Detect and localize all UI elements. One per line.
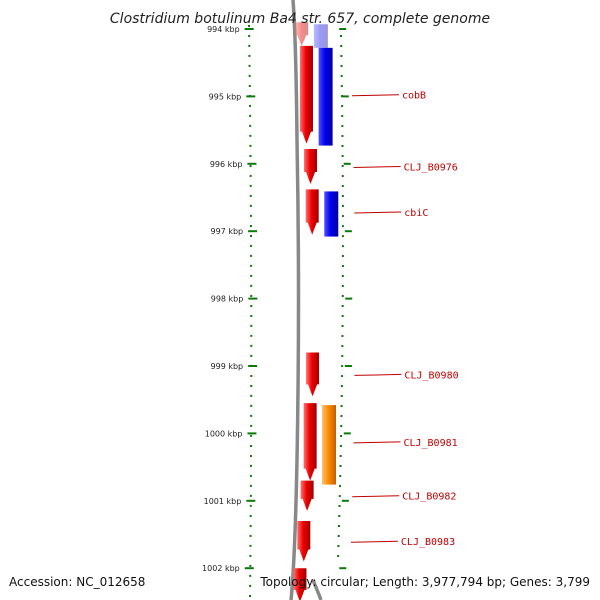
gene-label-leader [353, 165, 401, 168]
gene-layer [293, 22, 339, 600]
tick-label: 996 kbp [210, 160, 243, 169]
gene-label-leader [352, 495, 400, 498]
gene-arrow [306, 352, 320, 397]
tick-label: 1001 kbp [204, 497, 242, 506]
gene-label: cobB [402, 91, 426, 102]
gene-label: CLJ_B0982 [402, 492, 456, 503]
gene-arrow [300, 480, 314, 511]
gene-label: CLJ_B0976 [404, 162, 458, 173]
gene-arrow [295, 22, 309, 46]
accession-text: Accession: NC_012658 [9, 575, 145, 589]
gene-arrow [293, 568, 307, 600]
gene-arrow [299, 45, 313, 144]
cog-block-blue [313, 24, 328, 48]
gene-label: CLJ_B0981 [403, 438, 457, 449]
cog-block-blue [318, 47, 333, 146]
tick-label: 994 kbp [207, 25, 240, 34]
gene-label: CLJ_B0980 [404, 370, 458, 381]
tick-label: 1002 kbp [202, 564, 240, 573]
tick-label: 995 kbp [209, 92, 242, 101]
tick-label: 999 kbp [211, 362, 244, 371]
gene-arrow [297, 521, 311, 562]
gene-label: cbiC [404, 208, 428, 219]
gene-arrow [303, 403, 317, 481]
map-title: Clostridium botulinum Ba4 str. 657, comp… [110, 11, 490, 27]
tick-layer: 994 kbp 995 kbp 996 kbp 997 kbp 998 kbp 999 k… [202, 25, 353, 573]
gene-label-leader [353, 441, 401, 444]
gene-arrow [305, 189, 319, 235]
cog-block-blue [324, 191, 339, 237]
gene-label-layer: cobB CLJ_B0976 cbiC CLJ_B0980 CLJ_B0981 CLJ_B… [350, 91, 459, 548]
gene-arrow [304, 148, 318, 185]
backbone-outer [289, 0, 301, 600]
ruler-right [337, 34, 344, 561]
tick-label: 997 kbp [211, 227, 244, 236]
gene-label-leader [354, 373, 402, 376]
backbone-inner [311, 579, 323, 600]
gene-label-leader [354, 211, 402, 214]
cog-block-orange [322, 405, 337, 485]
gene-label-leader [350, 540, 398, 543]
topology-text: Topology: circular; Length: 3,977,794 bp… [259, 575, 590, 589]
tick-label: 998 kbp [211, 295, 244, 304]
ruler-left [248, 24, 253, 600]
gene-label: CLJ_B0983 [401, 537, 455, 548]
tick-label: 1000 kbp [205, 429, 243, 438]
gene-label-leader [351, 94, 400, 97]
